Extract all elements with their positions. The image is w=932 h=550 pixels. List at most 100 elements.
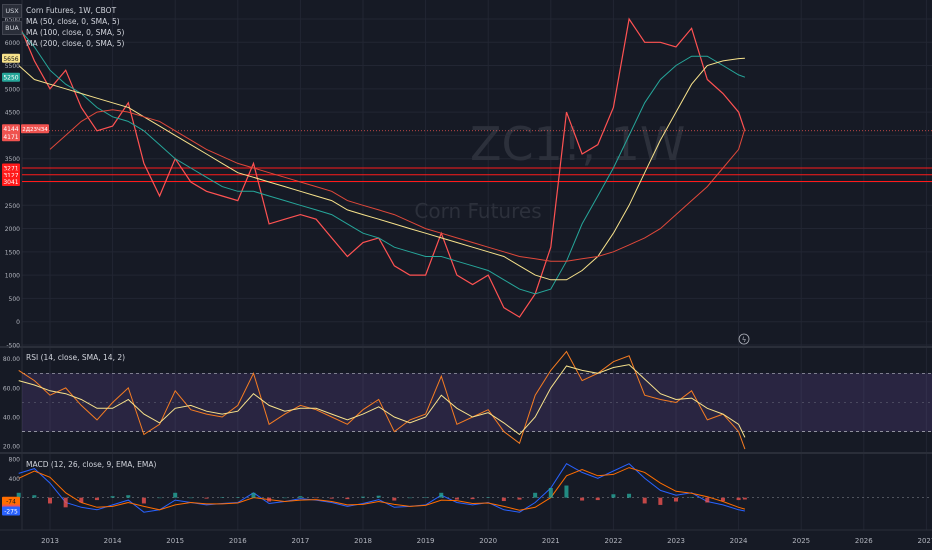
svg-text:ϟ: ϟ	[742, 336, 747, 344]
time-axis-label: 2025	[792, 537, 810, 545]
rsi-band	[22, 373, 932, 432]
macd-histogram-bar	[298, 496, 303, 498]
time-axis-label: 2016	[229, 537, 247, 545]
macd-histogram-bar	[267, 497, 272, 502]
macd-histogram-bar	[329, 497, 334, 499]
currency-button[interactable]: USX	[2, 4, 22, 18]
price-tick-label: 4500	[5, 110, 20, 117]
price-badge-bg	[2, 163, 20, 173]
price-badge: 4144	[3, 126, 18, 133]
macd-histogram-bar	[126, 495, 131, 498]
mode-button[interactable]: BUA	[2, 21, 22, 35]
price-tick-label: -500	[6, 343, 20, 350]
macd-histogram-bar	[79, 497, 84, 503]
macd-histogram-bar	[595, 497, 600, 501]
time-axis-label: 2021	[542, 537, 560, 545]
price-tick-label: 3500	[5, 156, 20, 163]
macd-histogram-bar	[32, 495, 37, 498]
macd-badge: -275	[4, 508, 18, 515]
macd-histogram-bar	[742, 497, 747, 500]
macd-histogram-bar	[736, 497, 741, 501]
countdown-label: 2Д23ЧЗ4	[22, 127, 48, 133]
macd-histogram-bar	[658, 497, 663, 505]
time-axis-label: 2015	[166, 537, 184, 545]
price-tick-label: 2000	[5, 226, 20, 233]
price-badge: 5250	[3, 75, 18, 82]
macd-histogram-bar	[611, 494, 616, 498]
time-axis-label: 2023	[667, 537, 685, 545]
macd-histogram-bar	[392, 497, 397, 501]
macd-histogram-bar	[251, 492, 256, 498]
macd-histogram-bar	[689, 497, 694, 498]
macd-histogram-bar	[564, 485, 569, 498]
macd-histogram-bar	[580, 497, 585, 501]
time-axis-label: 2013	[41, 537, 59, 545]
macd-histogram-bar	[314, 497, 319, 499]
time-axis-label: 2018	[354, 537, 372, 545]
price-tick-label: 500	[9, 296, 21, 303]
macd-histogram-bar	[533, 492, 538, 498]
macd-histogram-bar	[501, 497, 506, 502]
macd-histogram-bar	[220, 497, 225, 498]
price-badge: 3271	[3, 166, 18, 173]
rsi-tick-label: 40.00	[3, 415, 20, 422]
macd-histogram-bar	[141, 497, 146, 504]
macd-histogram-bar	[188, 497, 193, 499]
time-axis-label: 2022	[604, 537, 622, 545]
macd-histogram-bar	[486, 497, 491, 498]
price-badge-bg	[2, 53, 20, 63]
rsi-tick-label: 80.00	[3, 356, 20, 363]
signal-line	[18, 467, 746, 511]
price-badge: 5656	[3, 56, 18, 63]
time-axis-label: 2027	[917, 537, 932, 545]
price-badge-bg	[2, 170, 20, 180]
macd-histogram-bar	[110, 496, 115, 498]
macd-histogram-bar	[48, 497, 52, 504]
macd-histogram-bar	[173, 492, 178, 498]
time-axis-label: 2017	[291, 537, 309, 545]
price-badge-bg	[2, 132, 20, 142]
macd-histogram-bar	[627, 493, 632, 498]
lightning-icon[interactable]: ϟ	[738, 333, 750, 345]
ma-50-line	[18, 27, 746, 295]
price-badge: 3041	[3, 179, 18, 186]
time-axis-label: 2024	[730, 537, 748, 545]
macd-legend[interactable]: MACD (12, 26, close, 9, EMA, EMA)	[26, 460, 157, 469]
time-axis-label: 2020	[479, 537, 497, 545]
countdown-bg	[21, 124, 49, 134]
macd-histogram-bar	[16, 492, 21, 498]
price-tick-label: 6000	[5, 40, 20, 47]
ma50-legend[interactable]: MA (50, close, 0, SMA, 5)	[26, 17, 120, 26]
watermark-name: Corn Futures	[414, 199, 541, 223]
time-axis-label: 2019	[417, 537, 435, 545]
macd-histogram-bar	[548, 487, 553, 498]
price-tick-label: 5500	[5, 63, 20, 70]
ma100-legend[interactable]: MA (100, close, 0, SMA, 5)	[26, 28, 125, 37]
macd-histogram-bar	[454, 497, 459, 500]
macd-histogram-bar	[407, 497, 412, 499]
rsi-tick-label: 60.00	[3, 385, 20, 392]
macd-histogram-bar	[345, 497, 350, 500]
time-axis-label: 2026	[855, 537, 873, 545]
price-tick-label: 2500	[5, 203, 20, 210]
close-line	[18, 17, 746, 318]
macd-histogram-bar	[470, 497, 475, 500]
rsi-legend[interactable]: RSI (14, close, SMA, 14, 2)	[26, 353, 126, 362]
time-axis-label: 2014	[104, 537, 122, 545]
price-tick-label: 1000	[5, 273, 20, 280]
macd-badge-bg	[2, 506, 20, 516]
macd-histogram-bar	[705, 497, 710, 503]
rsi-line	[18, 350, 746, 450]
macd-histogram-bar	[361, 496, 365, 498]
macd-histogram-bar	[157, 497, 162, 499]
ma200-legend[interactable]: MA (200, close, 0, SMA, 5)	[26, 39, 125, 48]
macd-histogram-bar	[674, 497, 678, 502]
price-badge: 4171	[3, 134, 18, 141]
symbol-legend[interactable]: Corn Futures, 1W, CBOT	[26, 6, 117, 15]
macd-histogram-bar	[204, 497, 209, 499]
macd-tick-label: 800	[9, 456, 21, 463]
watermark-ticker: ZC1!, 1W	[470, 117, 685, 171]
macd-tick-label: 400	[9, 476, 21, 483]
